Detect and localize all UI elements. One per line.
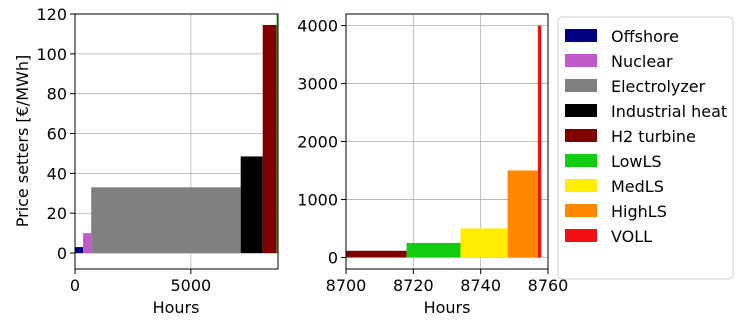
legend-swatch-medls	[565, 179, 597, 192]
left-y-tick-label: 80	[47, 85, 67, 104]
bar-industrial-heat	[240, 156, 263, 254]
left-axes-frame	[74, 13, 279, 270]
left-bars	[75, 14, 278, 254]
bar-medls	[460, 228, 508, 258]
bar-highls	[507, 170, 538, 258]
bar-lowls	[276, 14, 278, 254]
right-x-tick-label: 8720	[393, 276, 434, 295]
bar-lowls	[406, 242, 461, 258]
left-y-axis-label: Price setters [€/MWh]	[13, 55, 32, 228]
legend-swatch-h2-turbine	[565, 129, 597, 142]
legend-label: Industrial heat	[611, 102, 727, 121]
right-y-tick-label: 3000	[297, 75, 338, 94]
left-y-tick-label: 40	[47, 164, 67, 183]
right-x-axis-label: Hours	[424, 298, 471, 317]
bar-voll	[537, 25, 542, 258]
legend-label: LowLS	[611, 152, 662, 171]
legend-swatch-nuclear	[565, 54, 597, 67]
legend: Offshore Nuclear Electrolyzer Industrial he…	[557, 16, 734, 280]
legend-label: H2 turbine	[611, 127, 696, 146]
legend-label: HighLS	[611, 202, 667, 221]
left-x-axis-label: Hours	[153, 298, 200, 317]
right-x-tick-label: 8740	[460, 276, 501, 295]
right-x-tick-label: 8760	[528, 276, 569, 295]
legend-frame	[557, 16, 734, 280]
legend-swatch-electrolyzer	[565, 79, 597, 92]
legend-label: Offshore	[611, 27, 679, 46]
left-y-tick-label: 120	[36, 5, 67, 24]
bar-offshore	[75, 247, 84, 254]
right-y-tick-label: 0	[328, 248, 338, 267]
left-x-tick-label: 5000	[171, 276, 212, 295]
bar-h2-turbine	[346, 250, 407, 258]
bar-h2-turbine	[262, 24, 277, 254]
legend-label: Electrolyzer	[611, 77, 706, 96]
left-ticks: 0 5000 0 20 40 60 80 100 120	[36, 5, 211, 295]
right-y-tick-label: 1000	[297, 190, 338, 209]
legend-label: Nuclear	[611, 52, 673, 71]
legend-label: VOLL	[611, 227, 652, 246]
legend-swatch-lowls	[565, 154, 597, 167]
left-y-tick-label: 60	[47, 125, 67, 144]
legend-label: MedLS	[611, 177, 664, 196]
price-setters-zoom-chart: 8700 8720 8740 8760 0 1000 2000 3000 4000 Hours	[297, 13, 568, 317]
legend-swatch-voll	[565, 229, 597, 242]
right-ticks: 8700 8720 8740 8760 0 1000 2000 3000 4000	[297, 17, 568, 295]
right-y-tick-label: 4000	[297, 17, 338, 36]
right-bars	[346, 25, 542, 258]
right-x-tick-label: 8700	[326, 276, 367, 295]
bar-electrolyzer	[91, 187, 241, 254]
legend-swatch-highls	[565, 204, 597, 217]
legend-swatch-industrial-heat	[565, 104, 597, 117]
price-setters-overview-chart: 0 5000 0 20 40 60 80 100 120 Hours Price setters…	[13, 5, 279, 317]
right-y-tick-label: 2000	[297, 133, 338, 152]
left-y-tick-label: 0	[57, 244, 67, 263]
left-x-tick-label: 0	[70, 276, 80, 295]
bar-nuclear	[83, 233, 92, 254]
left-y-tick-label: 100	[36, 45, 67, 64]
legend-swatch-offshore	[565, 29, 597, 42]
left-y-tick-label: 20	[47, 204, 67, 223]
